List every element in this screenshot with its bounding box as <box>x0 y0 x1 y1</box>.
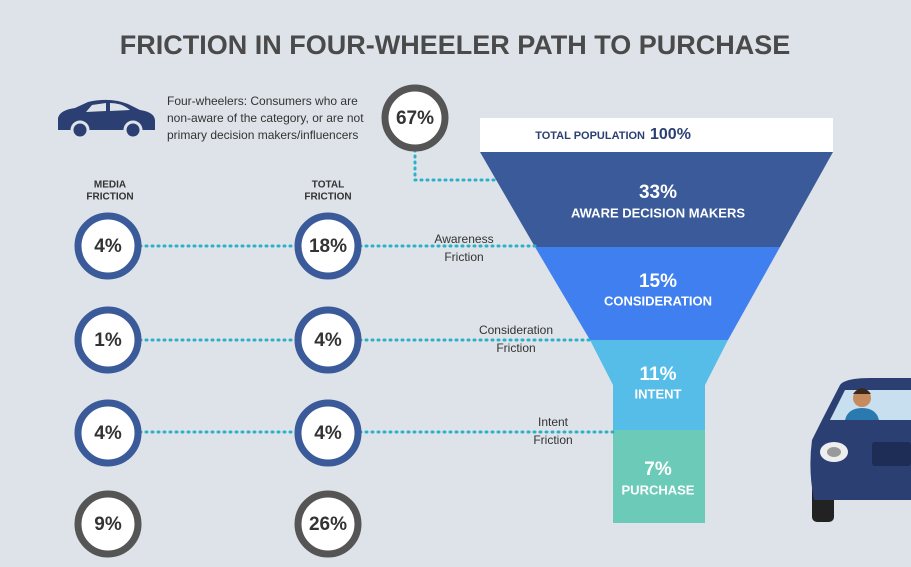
title: FRICTION IN FOUR-WHEELER PATH TO PURCHAS… <box>120 30 791 60</box>
ring <box>294 212 362 280</box>
friction-label: Consideration <box>479 323 553 337</box>
total-friction: 18% <box>309 236 347 257</box>
ring <box>294 399 362 467</box>
funnel-stage <box>480 152 833 247</box>
note-line: Four-wheelers: Consumers who are <box>167 94 358 108</box>
media-friction: 1% <box>94 330 122 351</box>
stage-label: AWARE DECISION MAKERS <box>571 205 745 220</box>
total-friction: 4% <box>314 330 342 351</box>
stage-label: CONSIDERATION <box>604 293 712 308</box>
media-friction: 4% <box>94 423 122 444</box>
ring <box>74 212 142 280</box>
media-friction: 4% <box>94 236 122 257</box>
funnel-stage <box>613 430 705 523</box>
total-sum: 26% <box>309 514 347 535</box>
header: FRICTION <box>304 192 351 203</box>
funnel-stage <box>590 340 728 430</box>
car-illustration <box>810 378 911 522</box>
note-line: primary decision makers/influencers <box>167 128 358 142</box>
friction-label: Friction <box>533 433 572 447</box>
stage-value: 7% <box>644 459 672 480</box>
ring <box>381 84 449 152</box>
stage-label: INTENT <box>635 386 682 401</box>
car-icon <box>58 99 155 140</box>
stage-label: PURCHASE <box>622 482 695 497</box>
header: TOTAL <box>312 180 344 191</box>
ring <box>294 306 362 374</box>
friction-label: Friction <box>444 250 483 264</box>
funnel-stage <box>535 247 780 340</box>
total-friction: 4% <box>314 423 342 444</box>
funnel-top-label: TOTAL POPULATION <box>535 130 645 142</box>
stage-value: 33% <box>639 182 677 203</box>
non-population-value: 67% <box>396 108 434 129</box>
funnel-top <box>480 118 833 152</box>
friction-label: Friction <box>496 341 535 355</box>
ring <box>294 490 362 558</box>
stage-value: 15% <box>639 271 677 292</box>
funnel-top-value: 100% <box>650 126 691 143</box>
ring <box>74 399 142 467</box>
friction-label: Intent <box>538 415 569 429</box>
connector <box>413 148 497 182</box>
note-line: non-aware of the category, or are not <box>167 111 364 125</box>
header: MEDIA <box>94 180 126 191</box>
friction-label: Awareness <box>434 232 493 246</box>
ring <box>74 490 142 558</box>
header: FRICTION <box>86 192 133 203</box>
media-sum: 9% <box>94 514 122 535</box>
stage-value: 11% <box>640 364 677 385</box>
ring <box>74 306 142 374</box>
